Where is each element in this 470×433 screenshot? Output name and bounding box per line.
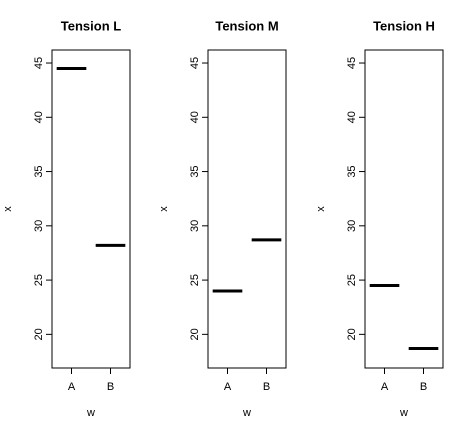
y-tick-label: 20: [189, 328, 201, 340]
y-axis-label: x: [315, 206, 327, 212]
x-axis-label: w: [242, 407, 251, 419]
x-tick-label: B: [107, 381, 114, 393]
plot-frame: [364, 49, 444, 369]
x-axis-label: w: [86, 407, 95, 419]
y-axis-label: x: [2, 206, 14, 212]
plot-frame: [51, 49, 131, 369]
x-axis-label: w: [399, 407, 408, 419]
y-tick-label: 40: [346, 111, 358, 123]
x-tick-label: A: [224, 381, 232, 393]
y-tick-label: 20: [346, 328, 358, 340]
x-tick-label: A: [68, 381, 76, 393]
y-tick-label: 45: [346, 57, 358, 69]
panel-title: Tension M: [215, 18, 278, 33]
y-tick-label: 40: [33, 111, 45, 123]
y-tick-label: 30: [33, 220, 45, 232]
y-tick-label: 40: [189, 111, 201, 123]
y-tick-label: 25: [189, 274, 201, 286]
plot-frame: [207, 49, 287, 369]
y-tick-label: 45: [33, 57, 45, 69]
x-tick-label: B: [420, 381, 427, 393]
x-tick-label: A: [381, 381, 389, 393]
y-tick-label: 35: [189, 165, 201, 177]
y-tick-label: 35: [33, 165, 45, 177]
y-tick-label: 30: [346, 220, 358, 232]
y-tick-label: 45: [189, 57, 201, 69]
y-axis-label: x: [158, 206, 170, 212]
y-tick-label: 25: [33, 274, 45, 286]
panel-title: Tension L: [61, 18, 121, 33]
y-tick-label: 35: [346, 165, 358, 177]
y-tick-label: 20: [33, 328, 45, 340]
panel-title: Tension H: [373, 18, 435, 33]
y-tick-label: 30: [189, 220, 201, 232]
x-tick-label: B: [263, 381, 270, 393]
y-tick-label: 25: [346, 274, 358, 286]
